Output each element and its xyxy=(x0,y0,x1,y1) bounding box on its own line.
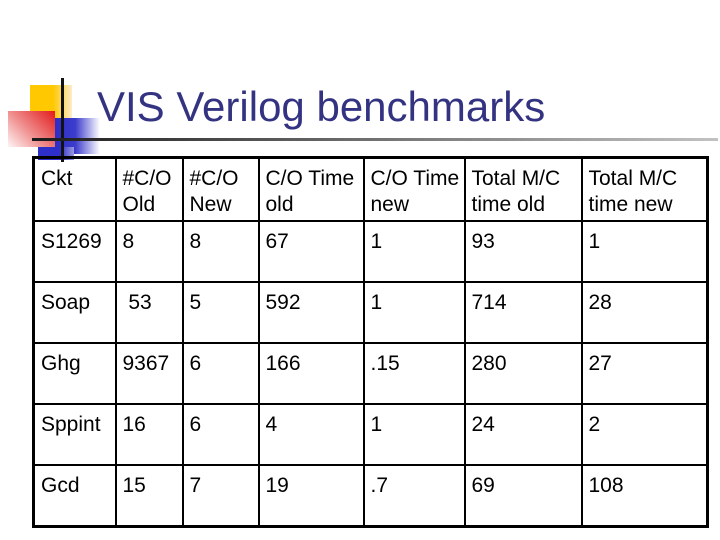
cell-co-old: 53 xyxy=(114,281,184,344)
header-co-time-old: C/O Time old xyxy=(257,156,365,222)
cell-co-new: 6 xyxy=(181,342,260,405)
cell-co-time-new: .15 xyxy=(362,342,466,405)
cell-co-new: 6 xyxy=(181,403,260,466)
cell-ckt: Soap xyxy=(32,281,117,344)
header-ckt: Ckt xyxy=(32,156,117,222)
cell-total-mc-time-new: 27 xyxy=(580,342,709,405)
header-co-time-new: C/O Time new xyxy=(362,156,466,222)
table-row-gcd: Gcd 15 7 19 .7 69 108 xyxy=(32,464,709,527)
header-co-old: #C/O Old xyxy=(114,156,184,222)
cell-total-mc-time-new: 28 xyxy=(580,281,709,344)
cell-co-old: 16 xyxy=(114,403,184,466)
cell-co-time-new: .7 xyxy=(362,464,466,527)
cell-co-time-new: 1 xyxy=(362,403,466,466)
cell-co-time-old: 166 xyxy=(257,342,365,405)
cell-co-old: 9367 xyxy=(114,342,184,405)
cell-ckt: Ghg xyxy=(32,342,117,405)
cell-total-mc-time-old: 69 xyxy=(463,464,583,527)
cell-co-new: 7 xyxy=(181,464,260,527)
vertical-line-decoration xyxy=(61,78,64,162)
cell-total-mc-time-old: 24 xyxy=(463,403,583,466)
cell-co-new: 8 xyxy=(181,220,260,283)
cell-co-old: 8 xyxy=(114,220,184,283)
page-title: VIS Verilog benchmarks xyxy=(97,83,546,130)
cell-total-mc-time-new: 108 xyxy=(580,464,709,527)
table-row-sppint: Sppint 16 6 4 1 24 2 xyxy=(32,403,709,466)
cell-co-time-new: 1 xyxy=(362,281,466,344)
cell-total-mc-time-old: 280 xyxy=(463,342,583,405)
cell-total-mc-time-old: 93 xyxy=(463,220,583,283)
header-co-new: #C/O New xyxy=(181,156,260,222)
cell-total-mc-time-new: 2 xyxy=(580,403,709,466)
table-row-s1269: S1269 8 8 67 1 93 1 xyxy=(32,220,709,283)
cell-ckt: Gcd xyxy=(32,464,117,527)
cell-co-old: 15 xyxy=(114,464,184,527)
header-total-mc-time-old: Total M/C time old xyxy=(463,156,583,222)
table-row-ghg: Ghg 9367 6 166 .15 280 27 xyxy=(32,342,709,405)
cell-ckt: Sppint xyxy=(32,403,117,466)
cell-co-time-old: 19 xyxy=(257,464,365,527)
cell-ckt: S1269 xyxy=(32,220,117,283)
red-square-decoration xyxy=(8,111,55,147)
header-total-mc-time-new: Total M/C time new xyxy=(580,156,709,222)
table-header-row: Ckt #C/O Old #C/O New C/O Time old C/O T… xyxy=(32,156,709,222)
cell-co-time-old: 67 xyxy=(257,220,365,283)
cell-co-time-new: 1 xyxy=(362,220,466,283)
title-underline-rule xyxy=(32,138,718,141)
cell-total-mc-time-new: 1 xyxy=(580,220,709,283)
cell-co-time-old: 4 xyxy=(257,403,365,466)
table-row-soap: Soap 53 5 592 1 714 28 xyxy=(32,281,709,344)
cell-co-new: 5 xyxy=(181,281,260,344)
benchmarks-table: Ckt #C/O Old #C/O New C/O Time old C/O T… xyxy=(32,156,709,528)
cell-total-mc-time-old: 714 xyxy=(463,281,583,344)
cell-co-time-old: 592 xyxy=(257,281,365,344)
